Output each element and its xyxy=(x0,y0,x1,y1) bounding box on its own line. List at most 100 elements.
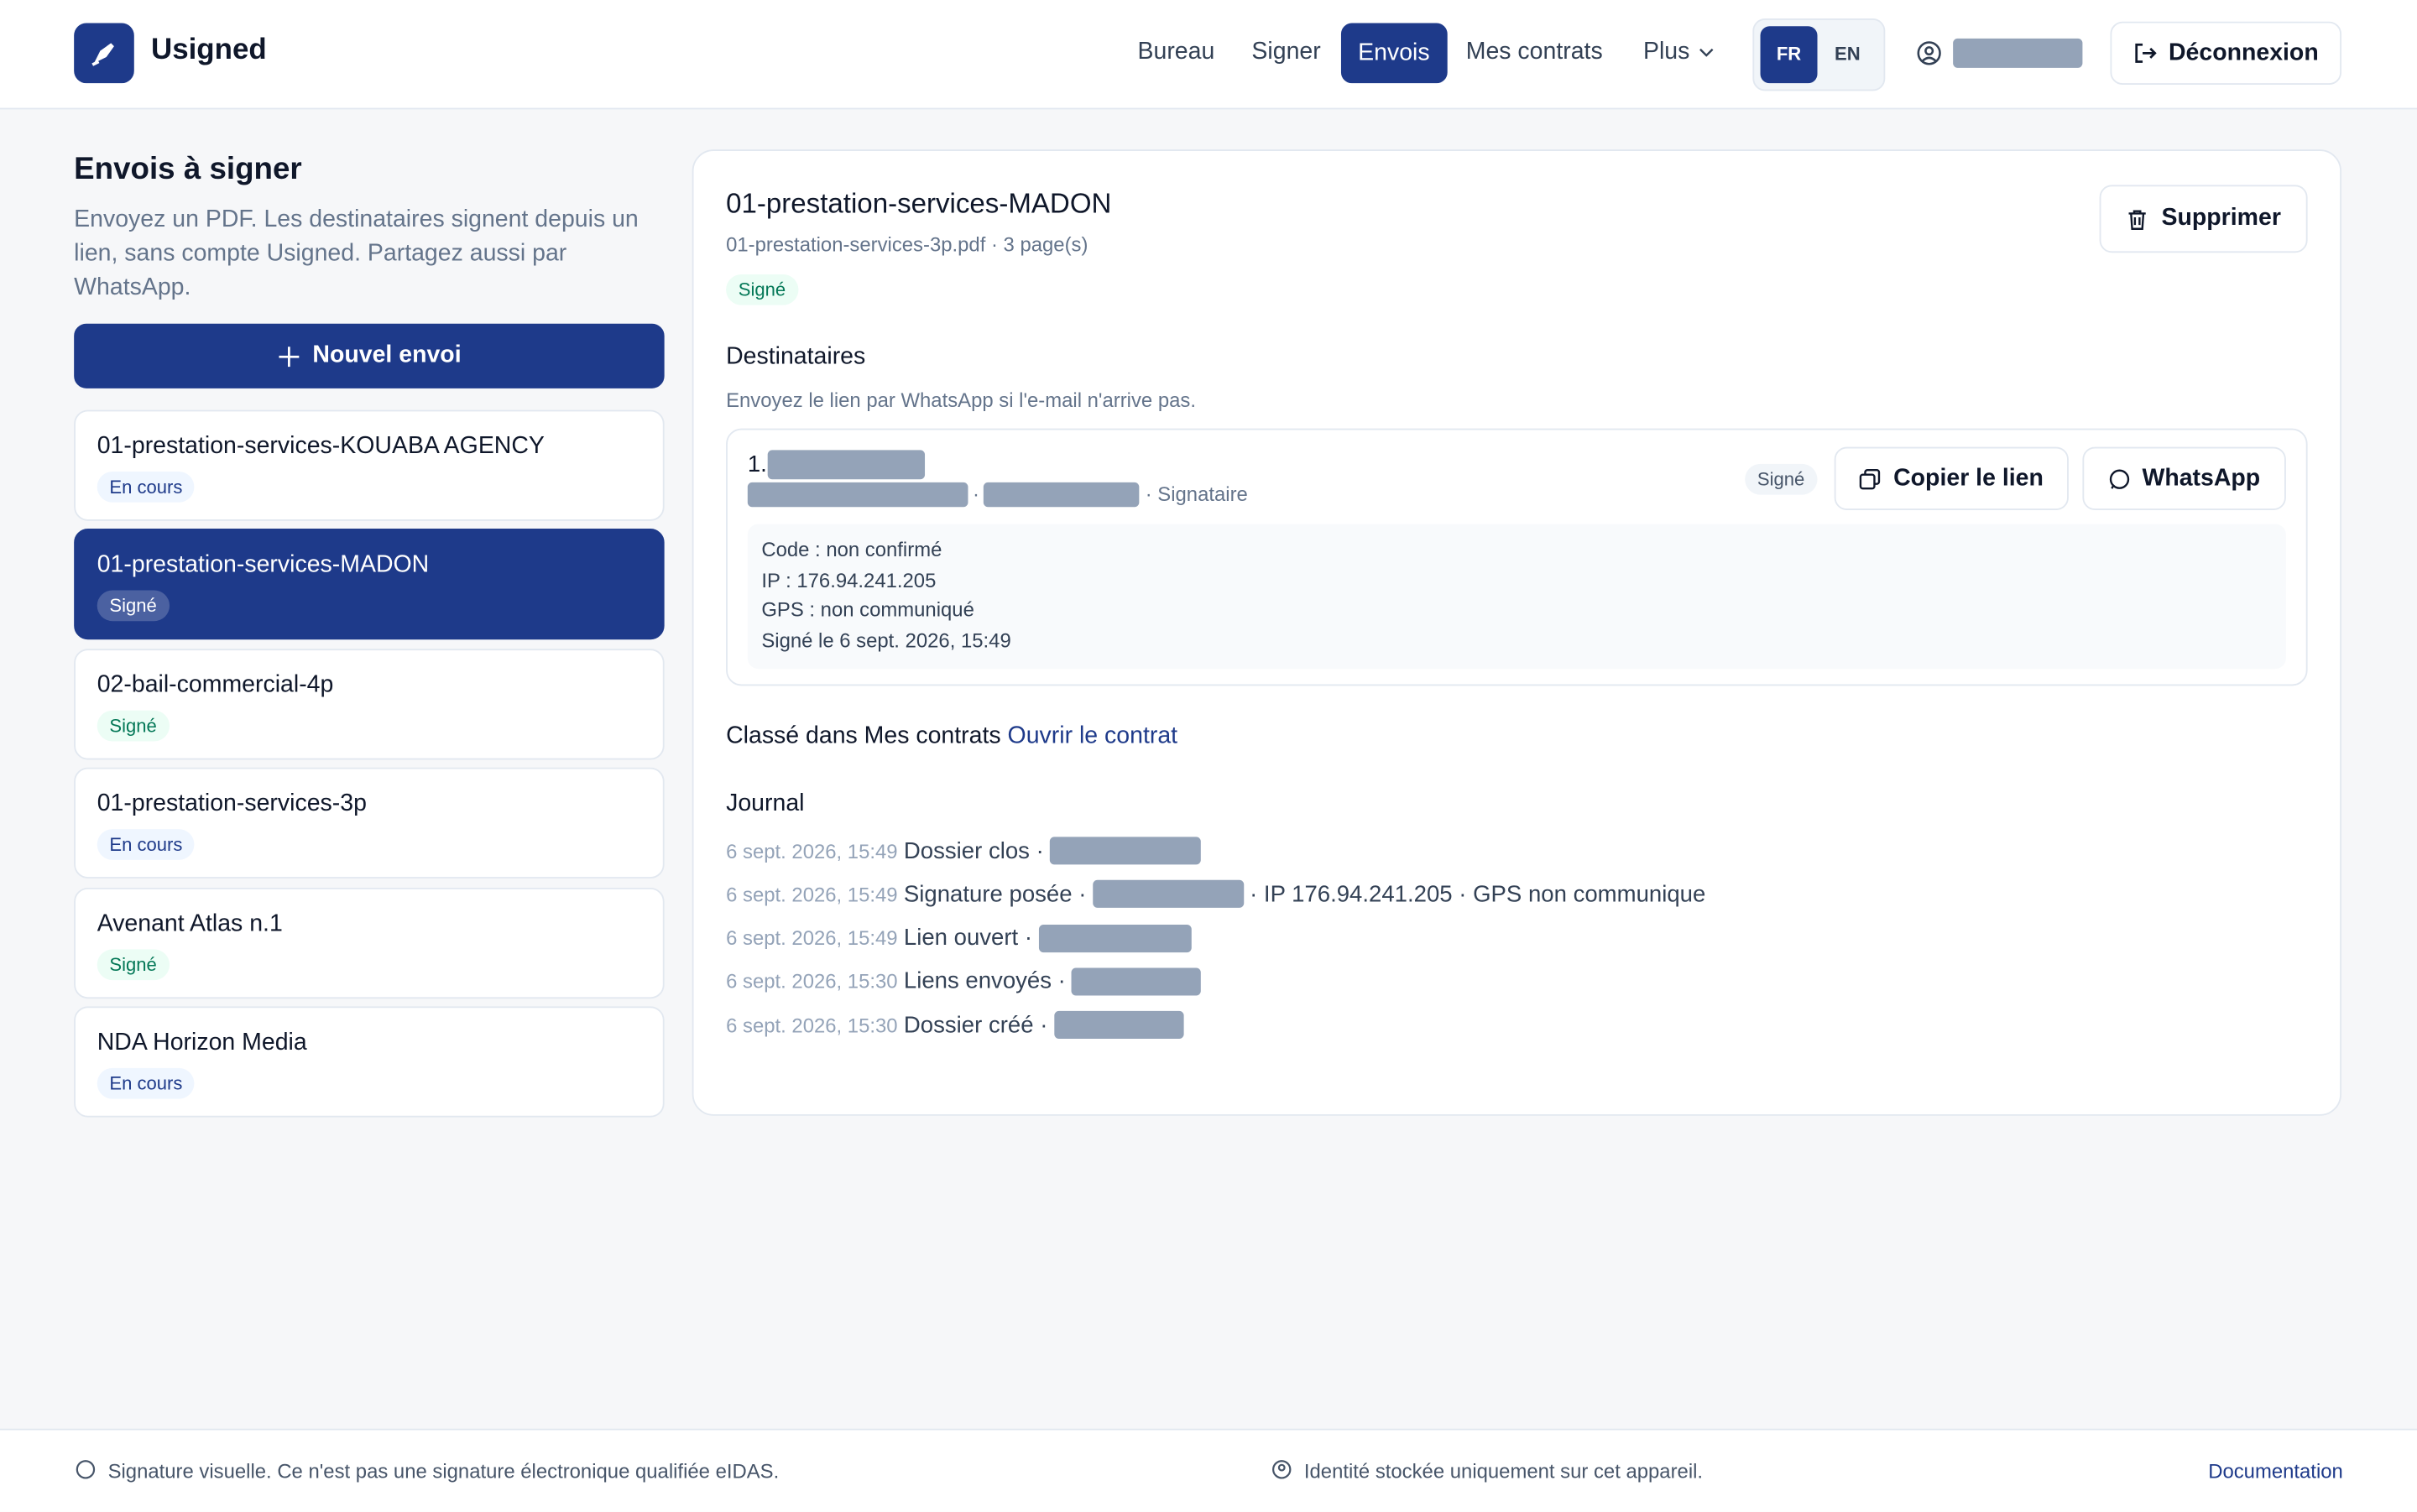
logo-icon xyxy=(91,43,114,66)
journal-event: Lien ouvert · xyxy=(903,925,1033,952)
identity-icon xyxy=(1272,1460,1292,1479)
recipient-index: 1. xyxy=(747,451,767,478)
new-button[interactable]: Nouvel envoi xyxy=(74,323,665,388)
journal-event: Signature posée · xyxy=(903,881,1087,908)
nav-item[interactable]: Envois xyxy=(1340,23,1447,84)
language-toggle: FR EN xyxy=(1752,18,1886,91)
envoi-name: 01-prestation-services-KOUABA AGENCY xyxy=(97,433,545,460)
envoi-status: Signé xyxy=(97,591,170,622)
journal-date: 6 sept. 2026, 15:30 xyxy=(726,970,898,993)
journal-extra: · IP 176.94.241.205 · GPS non communique xyxy=(1250,881,1706,908)
recipient-separator: · xyxy=(972,482,979,506)
journal-row: 6 sept. 2026, 15:30 Liens envoyés · xyxy=(726,966,1202,997)
footer-center: Identité stockée uniquement sur cet appa… xyxy=(1303,1459,1704,1483)
envoi-card[interactable]: 01-prestation-services-3p En cours xyxy=(74,768,665,879)
envoi-name: 02-bail-commercial-4p xyxy=(97,671,334,698)
envoi-card[interactable]: 01-prestation-services-MADON Signé xyxy=(74,529,665,640)
lang-en[interactable]: EN xyxy=(1834,43,1861,65)
recipients-title: Destinataires xyxy=(726,343,866,370)
envoi-name: Avenant Atlas n.1 xyxy=(97,910,283,936)
delete-button[interactable]: Supprimer xyxy=(2099,185,2308,253)
envoi-status: Signé xyxy=(97,948,170,980)
recipient-role: · Signataire xyxy=(1145,482,1248,506)
envoi-card[interactable]: Avenant Atlas n.1 Signé xyxy=(74,887,665,998)
envoi-name: NDA Horizon Media xyxy=(97,1029,307,1056)
footer-left: Signature visuelle. Ce n'est pas une sig… xyxy=(107,1459,780,1483)
user-icon xyxy=(1917,41,1941,65)
detail-title: 01-prestation-services-MADON xyxy=(726,188,1112,219)
detail-line: GPS : non communiqué xyxy=(761,597,974,622)
journal-date: 6 sept. 2026, 15:30 xyxy=(726,1013,898,1037)
envoi-status: Signé xyxy=(97,710,170,742)
envoi-card[interactable]: 02-bail-commercial-4p Signé xyxy=(74,648,665,760)
journal-event: Dossier créé · xyxy=(903,1012,1048,1039)
journal-row: 6 sept. 2026, 15:49 Signature posée · · IP… xyxy=(726,879,1705,910)
top-bar: Usigned Bureau Signer Envois Mes contrats Pl… xyxy=(0,0,2417,110)
journal-event: Liens envoyés · xyxy=(903,968,1066,995)
redacted-email xyxy=(747,482,968,508)
detail-file: 01-prestation-services-3p.pdf · 3 page(s… xyxy=(726,232,1088,256)
recipients-hint: Envoyez le lien par WhatsApp si l'e-mail… xyxy=(726,388,1196,412)
plus-icon xyxy=(279,346,299,367)
envoi-card[interactable]: 01-prestation-services-KOUABA AGENCY En c… xyxy=(74,409,665,521)
logout-label: Déconnexion xyxy=(2168,39,2319,66)
redacted-user xyxy=(1953,38,2083,68)
nav-item[interactable]: Mes contrats xyxy=(1465,38,1603,65)
filed-text: Classé dans Mes contrats xyxy=(726,722,1001,749)
nav-item[interactable]: Plus xyxy=(1643,39,1715,66)
whatsapp-button[interactable]: WhatsApp xyxy=(2082,446,2286,510)
open-contract-link[interactable]: Ouvrir le contrat xyxy=(1007,722,1178,749)
redacted-name xyxy=(767,450,926,480)
logout-button[interactable]: Déconnexion xyxy=(2110,21,2341,86)
sidebar-description: Envoyez un PDF. Les destinataires signen… xyxy=(74,206,639,301)
chevron xyxy=(1699,48,1714,57)
envoi-status: En cours xyxy=(97,472,196,503)
detail-line: IP : 176.94.241.205 xyxy=(761,568,937,592)
copy-icon xyxy=(1860,468,1881,489)
copy-link-button[interactable]: Copier le lien xyxy=(1834,446,2069,510)
redacted-actor xyxy=(1038,924,1192,952)
documentation-link[interactable]: Documentation xyxy=(2208,1459,2343,1483)
envoi-status: En cours xyxy=(97,829,196,861)
copy-link-label: Copier le lien xyxy=(1893,464,2044,491)
lang-fr[interactable]: FR xyxy=(1760,26,1818,84)
recipient-card xyxy=(726,428,2308,686)
logo[interactable] xyxy=(74,23,134,84)
logout-icon xyxy=(2135,43,2157,63)
filed-line: Classé dans Mes contrats Ouvrir le contr… xyxy=(726,722,1177,750)
sidebar-title: Envois à signer xyxy=(74,152,302,187)
whatsapp-label: WhatsApp xyxy=(2142,464,2261,491)
journal-date: 6 sept. 2026, 15:49 xyxy=(726,839,898,863)
journal-date: 6 sept. 2026, 15:49 xyxy=(726,883,898,906)
nav-item[interactable]: Signer xyxy=(1251,38,1321,65)
journal-event: Dossier clos · xyxy=(903,837,1044,864)
detail-line: Code : non confirmé xyxy=(761,538,942,561)
envoi-status: En cours xyxy=(97,1067,196,1099)
journal-title: Journal xyxy=(726,790,805,817)
recipient-status: Signé xyxy=(1745,463,1817,495)
journal-row: 6 sept. 2026, 15:30 Dossier créé · xyxy=(726,1009,1184,1040)
footer: Signature visuelle. Ce n'est pas une sig… xyxy=(0,1428,2417,1512)
journal-row: 6 sept. 2026, 15:49 Lien ouvert · xyxy=(726,922,1192,953)
redacted-actor xyxy=(1050,837,1202,865)
redacted-actor xyxy=(1053,1011,1184,1040)
redacted-phone xyxy=(983,482,1140,508)
envoi-name: 01-prestation-services-MADON xyxy=(97,552,430,579)
detail-status: Signé xyxy=(726,274,798,305)
new-button-label: Nouvel envoi xyxy=(312,342,462,368)
redacted-actor xyxy=(1072,967,1202,996)
recipient-details xyxy=(747,524,2286,670)
trash-icon xyxy=(2128,209,2147,230)
brand[interactable]: Usigned xyxy=(150,34,267,66)
detail-line: Signé le 6 sept. 2026, 15:49 xyxy=(761,628,1011,652)
envoi-name: 01-prestation-services-3p xyxy=(97,790,367,817)
redacted-actor xyxy=(1092,880,1244,909)
journal-date: 6 sept. 2026, 15:49 xyxy=(726,926,898,950)
whatsapp-icon xyxy=(2109,468,2129,488)
info-icon xyxy=(76,1460,96,1479)
nav-item[interactable]: Bureau xyxy=(1137,38,1215,65)
journal-row: 6 sept. 2026, 15:49 Dossier clos · xyxy=(726,836,1202,867)
envoi-card[interactable]: NDA Horizon Media En cours xyxy=(74,1006,665,1118)
